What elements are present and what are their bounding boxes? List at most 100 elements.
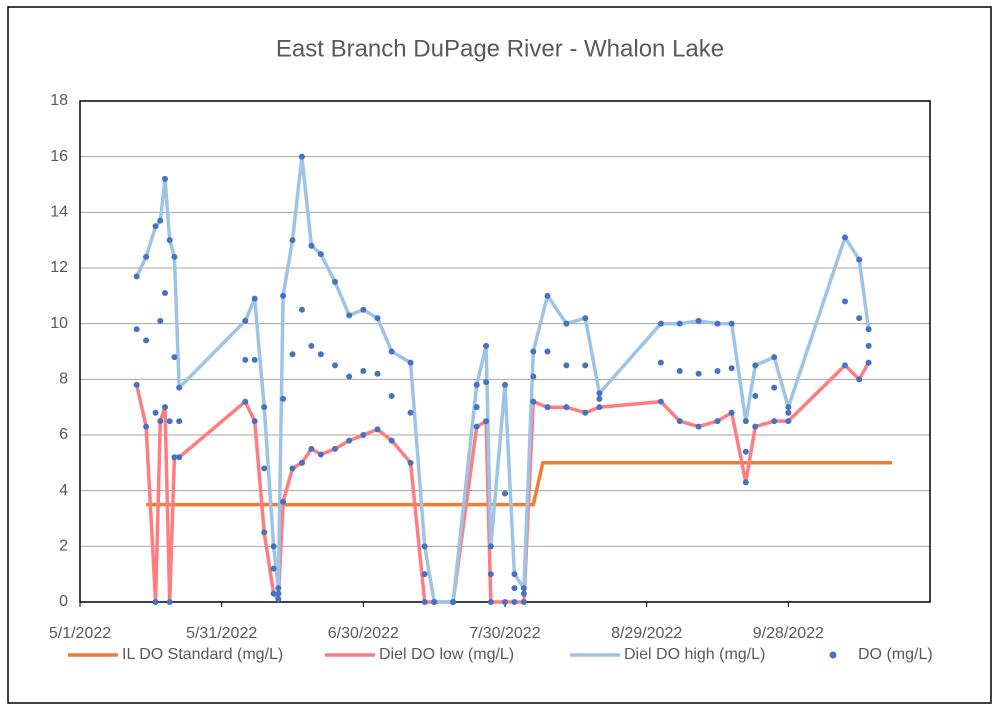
data-point <box>166 237 173 244</box>
data-point <box>752 393 759 400</box>
data-point <box>346 437 353 444</box>
data-point <box>676 320 683 327</box>
data-point <box>308 445 315 452</box>
data-point <box>714 418 721 425</box>
data-point <box>563 362 570 369</box>
data-point <box>332 278 338 285</box>
data-point <box>450 599 457 605</box>
y-tick-label: 6 <box>59 426 68 443</box>
data-point <box>374 315 381 322</box>
data-point <box>157 317 164 324</box>
legend-label: Diel DO low (mg/L) <box>379 646 514 663</box>
series-line <box>146 461 893 507</box>
data-point <box>332 362 338 369</box>
y-tick-label: 12 <box>50 259 68 276</box>
data-point <box>771 418 778 425</box>
data-point <box>162 175 168 182</box>
data-point <box>856 256 863 263</box>
x-tick-label: 6/30/2022 <box>328 625 399 642</box>
x-tick-label: 7/30/2022 <box>469 625 540 642</box>
legend-swatch <box>829 651 837 659</box>
data-point <box>133 326 140 333</box>
data-point <box>657 320 664 327</box>
data-point <box>728 409 735 416</box>
data-point <box>166 418 173 425</box>
data-point <box>275 585 282 592</box>
data-point <box>157 217 164 224</box>
y-tick-label: 4 <box>59 482 68 499</box>
data-point <box>407 359 414 366</box>
data-point <box>842 298 848 305</box>
data-point <box>261 465 268 472</box>
data-point <box>695 317 702 324</box>
data-point <box>346 312 353 319</box>
data-point <box>162 290 168 297</box>
data-point <box>421 599 428 605</box>
data-point <box>842 234 848 241</box>
data-point <box>785 418 792 425</box>
y-tick-label: 8 <box>59 371 68 388</box>
data-point <box>308 242 315 249</box>
data-point <box>487 571 494 578</box>
data-point <box>261 404 268 411</box>
data-point <box>695 370 702 377</box>
data-point <box>771 354 778 361</box>
data-point <box>596 404 603 411</box>
data-point <box>502 490 508 497</box>
data-point <box>742 418 749 425</box>
data-point <box>530 373 537 380</box>
data-point <box>332 445 338 452</box>
data-point <box>407 409 414 416</box>
data-point <box>511 571 518 578</box>
data-point <box>388 437 395 444</box>
data-point <box>360 432 367 438</box>
data-point <box>133 273 140 280</box>
data-point <box>289 351 296 358</box>
data-point <box>714 320 721 327</box>
data-point <box>166 599 173 605</box>
data-point <box>251 295 258 302</box>
data-point <box>728 320 735 327</box>
data-point <box>520 585 527 592</box>
data-point <box>176 418 183 425</box>
data-point <box>421 543 428 550</box>
data-point <box>657 398 664 405</box>
series-line <box>135 154 871 604</box>
data-point <box>865 342 872 349</box>
x-tick-label: 5/1/2022 <box>49 625 111 642</box>
data-point <box>421 571 428 578</box>
data-point <box>242 356 249 363</box>
data-point <box>473 381 480 388</box>
data-point <box>742 448 749 455</box>
data-point <box>388 393 395 400</box>
data-point <box>171 253 178 260</box>
data-point <box>483 342 490 349</box>
data-point <box>511 585 518 592</box>
legend-label: IL DO Standard (mg/L) <box>122 646 283 663</box>
data-point <box>152 409 159 416</box>
y-tick-label: 16 <box>50 148 68 165</box>
data-point <box>431 599 438 605</box>
legend-label: DO (mg/L) <box>858 646 933 663</box>
data-point <box>157 418 164 425</box>
y-tick-label: 2 <box>59 538 68 555</box>
data-point <box>596 390 603 397</box>
data-point <box>275 596 282 603</box>
data-point <box>308 342 315 349</box>
data-point <box>511 599 518 605</box>
data-point <box>676 418 683 425</box>
data-point <box>171 454 178 461</box>
data-point <box>270 543 277 550</box>
data-point <box>785 409 792 416</box>
data-point <box>143 337 150 344</box>
data-point <box>152 599 159 605</box>
data-point <box>487 543 494 550</box>
data-point <box>289 465 296 472</box>
y-tick-label: 14 <box>50 204 68 221</box>
y-tick-label: 10 <box>50 315 68 332</box>
data-point <box>728 365 735 372</box>
data-point <box>346 373 353 380</box>
data-point <box>502 599 508 605</box>
chart-title: East Branch DuPage River - Whalon Lake <box>276 35 724 62</box>
x-tick-label: 9/28/2022 <box>753 625 824 642</box>
